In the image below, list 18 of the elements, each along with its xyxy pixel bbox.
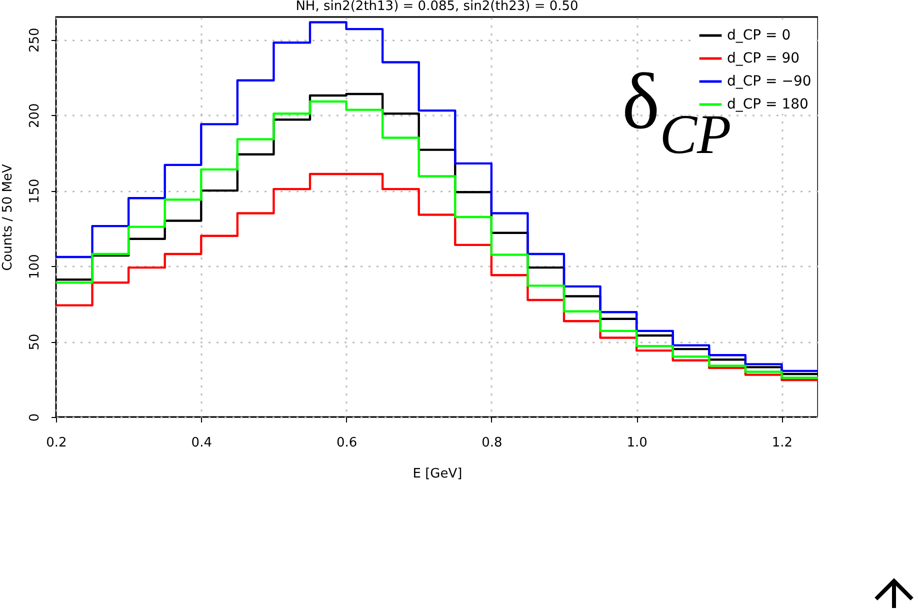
legend-label: d_CP = −90 [727,74,812,90]
y-tick-label: 100 [28,254,42,279]
y-tick-label: 50 [28,334,42,350]
legend-label: d_CP = 180 [727,96,808,112]
x-tick-label: 0.4 [191,436,212,450]
x-tick-label: 1.2 [772,436,793,450]
x-axis-title: E [GeV] [412,466,462,482]
chart-title: NH, sin2(2th13) = 0.085, sin2(th23) = 0.50 [296,0,578,14]
y-tick-label: 200 [28,103,42,128]
x-tick-label: 0.2 [46,436,67,450]
x-tick-label: 1.0 [626,436,648,450]
y-axis-title: Counts / 50 MeV [0,164,16,271]
y-tick-label: 250 [28,28,42,53]
legend-label: d_CP = 0 [727,28,791,44]
x-tick-label: 0.8 [482,436,502,450]
x-tick-label: 0.6 [336,436,358,450]
y-tick-label: 150 [28,178,42,204]
y-tick-label: 0 [28,413,42,422]
